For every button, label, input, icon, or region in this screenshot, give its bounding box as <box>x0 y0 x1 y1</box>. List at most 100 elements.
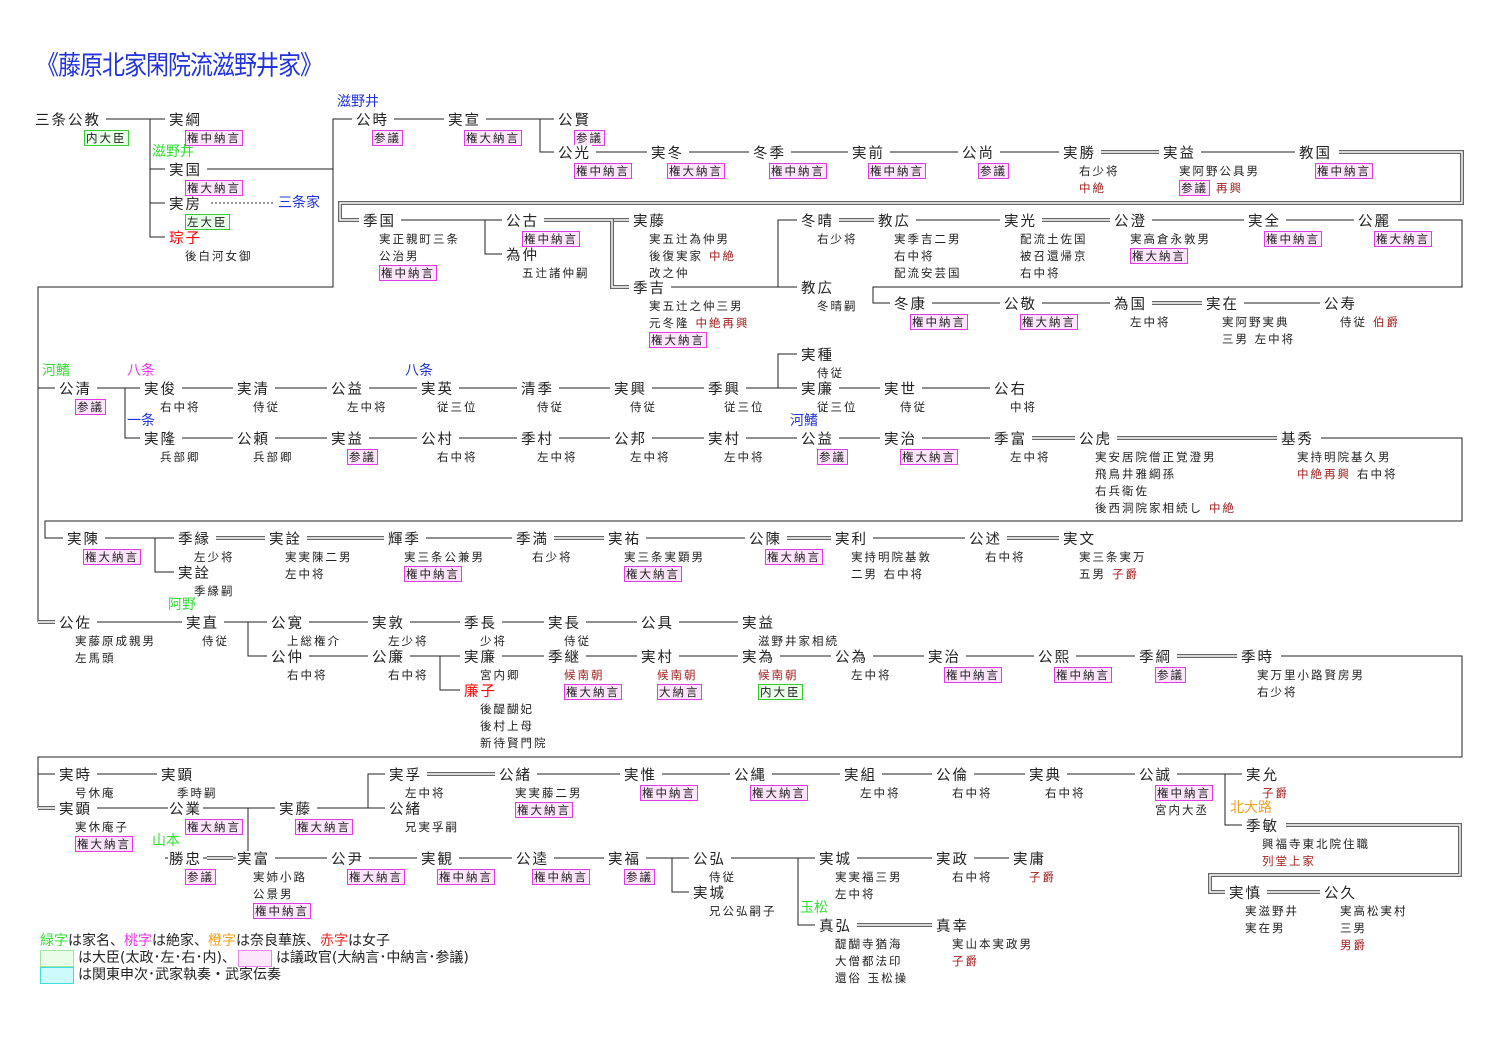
person-node: 実允 子爵 <box>1245 765 1295 802</box>
note-line: 実姉小路 <box>253 869 317 886</box>
person-node: 季村 左中将 <box>520 429 584 466</box>
note-text: 侍従 <box>253 400 280 414</box>
person-name: 為国 <box>1113 296 1148 314</box>
person-name: 公麗 <box>1357 213 1392 231</box>
person-name: 実治 <box>927 649 962 667</box>
person-notes: 権大納言 <box>900 449 964 466</box>
note-line: 権中納言 <box>253 903 317 920</box>
person-name: 実顕 <box>58 801 93 819</box>
connector-line <box>224 621 267 657</box>
note-line: 参議 <box>978 163 1015 180</box>
note-line: 配流安芸国 <box>894 265 968 282</box>
connector-line <box>1209 824 1461 893</box>
note-text: 従三位 <box>437 400 478 414</box>
person-name: 実在 <box>1205 296 1240 314</box>
note-text: 大僧都法印 <box>835 954 903 968</box>
note-text: 右中将 <box>1045 786 1086 800</box>
note-line: 季縁嗣 <box>194 583 241 600</box>
person-notes: 実休庵子 権大納言 <box>75 819 139 853</box>
note-text: 実三条実万 <box>1079 550 1147 564</box>
person-name: 実福 <box>607 851 642 869</box>
person-notes: 侍従 <box>900 399 933 416</box>
person-name: 実清 <box>236 381 271 399</box>
note-line: 権中納言 <box>944 667 1008 684</box>
person-node: 公寿 侍従 伯爵 <box>1323 294 1406 331</box>
person-notes: 実五辻為仲男 後復実家 中絶 改之仲 <box>649 231 742 282</box>
person-node: 公賢 参議 <box>557 110 611 147</box>
note-text: 実高松実村 <box>1340 904 1408 918</box>
note-line: 右中将 <box>287 667 334 684</box>
person-name: 公賢 <box>557 112 592 130</box>
family-name-label: 八条 <box>127 363 155 379</box>
person-notes: 子爵 <box>1262 785 1295 802</box>
note-text: 公景男 <box>253 887 294 901</box>
person-node: 実為 候南朝 内大臣 <box>741 647 809 701</box>
person-name: 公縄 <box>733 767 768 785</box>
person-name: 実城 <box>692 885 727 903</box>
person-notes: 実高倉永敦男 権大納言 <box>1130 231 1217 265</box>
person-notes: 実実福三男 左中将 <box>835 869 909 903</box>
person-name: 公時 <box>355 112 390 130</box>
person-notes: 右少将 <box>817 231 864 248</box>
note-text: 従三位 <box>817 400 858 414</box>
person-name: 季長 <box>463 615 498 633</box>
person-name: 実藤 <box>278 801 313 819</box>
note-line: 侍従 <box>564 633 597 650</box>
person-node: 実城 兄公弘嗣子 <box>692 883 783 920</box>
note-line: 参議 <box>1155 667 1192 684</box>
person-node: 実時 号休庵 <box>58 765 122 802</box>
person-notes: 従三位 <box>724 399 771 416</box>
legend-text: は女子 <box>348 933 390 949</box>
note-text: 従三位 <box>724 400 765 414</box>
person-node: 実英 従三位 <box>420 379 484 416</box>
person-node: 実治 権中納言 <box>927 647 1008 684</box>
note-line: 兵部卿 <box>160 449 207 466</box>
connector-line <box>872 219 1463 304</box>
person-node: 季国 実正親町三条 公治男 権中納言 <box>362 211 466 282</box>
note-text: 実持明院基久男 <box>1297 450 1392 464</box>
person-node: 公倫 右中将 <box>935 765 999 802</box>
person-node: 実孚 左中将 <box>388 765 452 802</box>
note-text: 実山本実政男 <box>952 937 1033 951</box>
note-line: 参議 <box>75 399 112 416</box>
person-name: 実勝 <box>1062 145 1097 163</box>
note-text: 五男 <box>1079 567 1106 581</box>
person-name: 公述 <box>968 531 1003 549</box>
note-line: 権中納言 <box>1054 667 1118 684</box>
family-name-label: 八条 <box>405 363 433 379</box>
note-line: 実休庵子 <box>75 819 139 836</box>
person-notes: 権中納言 <box>868 163 932 180</box>
note-text: 配流安芸国 <box>894 266 962 280</box>
giseikan-badge: 権中納言 <box>944 667 1002 683</box>
note-text: 侍従 <box>1340 315 1367 329</box>
person-node: 実村 候南朝 大納言 <box>640 647 708 701</box>
person-name: 実宣 <box>447 112 482 130</box>
note-line: 左中将 <box>851 667 898 684</box>
legend-daijin-text: は大臣(太政･左･右･内)、 <box>78 950 236 966</box>
person-notes: 権大納言 <box>765 549 829 566</box>
note-line: 実在男 <box>1245 920 1305 937</box>
note-line: 少将 <box>480 633 513 650</box>
person-name: 実敦 <box>371 615 406 633</box>
person-notes: 権中納言 <box>769 163 833 180</box>
note-line: 権大納言 <box>1020 314 1084 331</box>
giseikan-badge: 参議 <box>185 869 216 885</box>
note-text: 左中将 <box>1130 315 1171 329</box>
note-line: 権中納言 <box>868 163 932 180</box>
note-line: 左中将 <box>835 886 909 903</box>
person-name: 公廉 <box>371 649 406 667</box>
person-notes: 宮内卿 <box>480 667 527 684</box>
person-name: 公逵 <box>515 851 550 869</box>
note-line: 後白河女御 <box>185 248 259 265</box>
note-line: 兄公弘嗣子 <box>709 903 783 920</box>
person-notes: 参議 <box>1155 667 1192 684</box>
note-line: 上総権介 <box>287 633 347 650</box>
person-notes: 権中納言 <box>574 163 638 180</box>
person-notes: 後白河女御 <box>185 248 259 265</box>
note-text: 実高倉永敦男 <box>1130 232 1211 246</box>
note-text: 宮内卿 <box>480 668 521 682</box>
note-text: 右中将 <box>1020 266 1061 280</box>
person-name: 公寿 <box>1323 296 1358 314</box>
person-notes: 候南朝 権大納言 <box>564 667 628 701</box>
note-line: 左馬頭 <box>75 650 162 667</box>
